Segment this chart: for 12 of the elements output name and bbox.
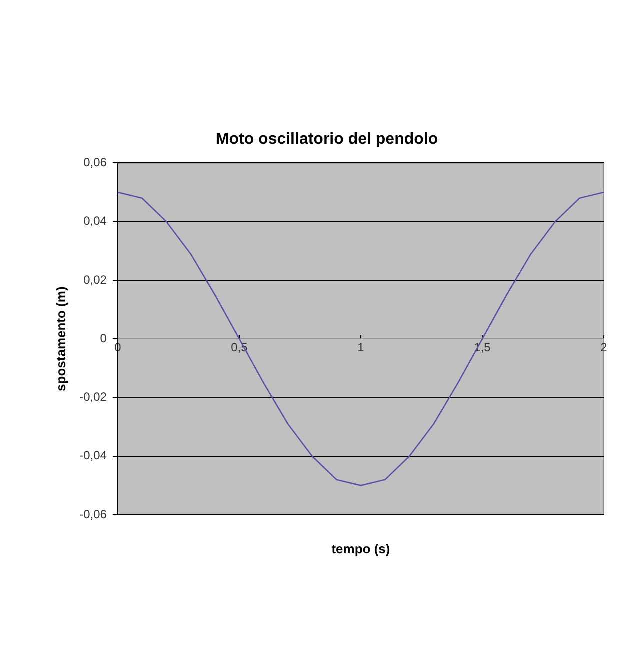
y-tick-label: -0,06 xyxy=(80,507,108,522)
y-tick-label: 0,06 xyxy=(84,156,108,170)
y-tick-label: 0,04 xyxy=(84,214,108,228)
y-axis-title: spostamento (m) xyxy=(53,286,68,392)
y-tick-label: -0,02 xyxy=(80,390,108,404)
x-axis-title: tempo (s) xyxy=(332,542,390,557)
x-tick-label: 2 xyxy=(600,340,608,355)
chart-title: Moto oscillatorio del pendolo xyxy=(216,131,438,148)
y-tick-label: 0 xyxy=(100,331,108,346)
y-tick-label: -0,04 xyxy=(80,448,108,463)
x-tick-label: 1 xyxy=(358,340,365,355)
y-tick-label: 0,02 xyxy=(84,272,108,287)
